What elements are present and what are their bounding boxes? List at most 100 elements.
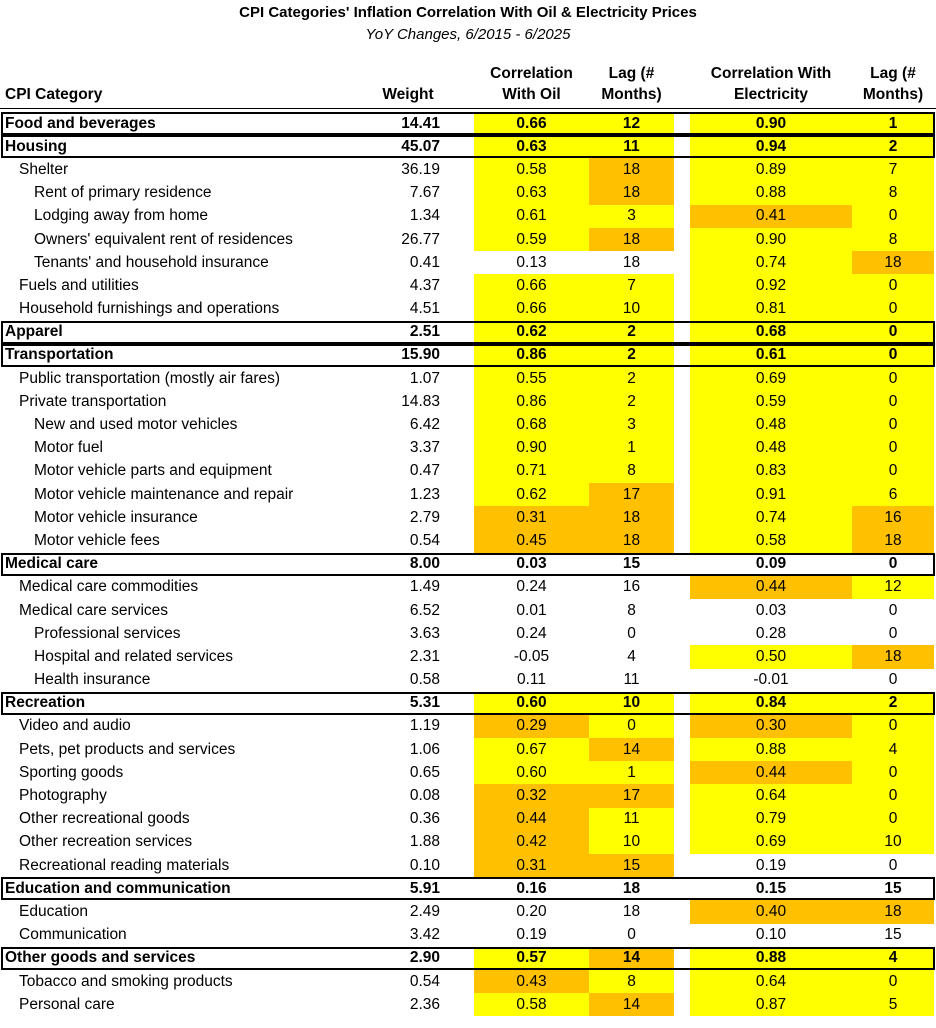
corr-oil-cell: 0.62	[474, 320, 589, 344]
lag-oil-cell: 3	[589, 204, 674, 228]
table-row: Motor vehicle fees 0.54 0.45 18 0.58 18	[0, 529, 936, 553]
category-cell: Motor vehicle maintenance and repair	[34, 485, 294, 503]
weight-cell: 15.90	[401, 346, 440, 364]
header-corr-oil-line2: With Oil	[502, 86, 561, 103]
lag-oil-cell: 18	[589, 158, 674, 182]
category-cell: Other recreation services	[19, 833, 193, 851]
lag-oil-cell: 10	[589, 830, 674, 854]
weight-cell: 0.10	[409, 856, 440, 874]
corr-elec-cell: 0.03	[755, 601, 787, 619]
weight-cell: 1.23	[409, 485, 440, 503]
corr-elec-cell: 0.88	[690, 946, 852, 970]
weight-cell: 0.65	[409, 763, 440, 781]
lag-oil-cell: 18	[622, 902, 641, 920]
category-cell: Recreation	[5, 694, 86, 712]
lag-oil-cell: 2	[589, 320, 674, 344]
lag-oil-cell: 12	[589, 112, 674, 136]
weight-cell: 0.54	[409, 531, 440, 549]
corr-oil-cell: 0.16	[516, 879, 547, 897]
corr-oil-cell: 0.32	[474, 784, 589, 808]
corr-oil-cell: 0.62	[474, 483, 589, 507]
lag-oil-cell: 11	[623, 671, 640, 689]
weight-cell: 6.42	[409, 416, 440, 434]
lag-elec-cell: 0	[888, 671, 898, 689]
corr-elec-cell: 0.79	[690, 807, 852, 831]
lag-elec-cell: 4	[852, 738, 934, 762]
lag-oil-cell: 18	[589, 181, 674, 205]
corr-elec-cell: 0.59	[690, 390, 852, 414]
lag-elec-cell: 0	[888, 856, 898, 874]
header-divider	[0, 108, 936, 109]
table-row: Lodging away from home 1.34 0.61 3 0.41 0	[0, 204, 936, 228]
corr-oil-cell: 0.20	[516, 902, 547, 920]
table-row: Other goods and services 2.90 0.57 14 0.88 4	[0, 946, 936, 971]
lag-elec-cell: 0	[852, 390, 934, 414]
header-corr-elec-line1: Correlation With	[710, 65, 832, 82]
lag-elec-cell: 0	[852, 343, 934, 368]
lag-oil-cell: 18	[622, 253, 641, 271]
weight-cell: 3.37	[409, 439, 440, 457]
weight-cell: 5.91	[409, 879, 440, 897]
table-row: Health insurance 0.58 0.11 11 -0.01 0	[0, 669, 936, 692]
table-row: Household furnishings and operations 4.51…	[0, 297, 936, 321]
corr-elec-cell: 0.84	[690, 691, 852, 715]
weight-cell: 0.47	[409, 462, 440, 480]
weight-cell: 1.88	[409, 833, 440, 851]
corr-oil-cell: 0.66	[474, 297, 589, 321]
weight-cell: 2.36	[409, 995, 440, 1013]
corr-elec-cell: 0.44	[690, 761, 852, 785]
lag-elec-cell: 8	[852, 181, 934, 205]
table-row: Shelter 36.19 0.58 18 0.89 7	[0, 158, 936, 182]
corr-oil-cell: 0.63	[474, 135, 589, 159]
corr-elec-cell: 0.64	[690, 969, 852, 994]
corr-elec-cell: 0.58	[690, 529, 852, 553]
weight-cell: 2.51	[409, 323, 440, 341]
table-row: Tenants' and household insurance 0.41 0.13…	[0, 251, 936, 275]
category-cell: Communication	[19, 926, 127, 944]
table-row: Motor vehicle insurance 2.79 0.31 18 0.74 16	[0, 506, 936, 530]
table-row: Communication 3.42 0.19 0 0.10 15	[0, 924, 936, 947]
lag-oil-cell: 8	[589, 969, 674, 994]
corr-elec-cell: 0.19	[755, 856, 787, 874]
lag-elec-cell: 0	[852, 807, 934, 831]
category-cell: Motor fuel	[34, 439, 103, 457]
corr-oil-cell: 0.29	[474, 714, 589, 739]
category-cell: Sporting goods	[19, 763, 124, 781]
lag-oil-cell: 0	[589, 714, 674, 739]
table-row: Food and beverages 14.41 0.66 12 0.90 1	[0, 112, 936, 136]
corr-elec-cell: 0.09	[755, 555, 787, 573]
lag-oil-cell: 14	[589, 946, 674, 970]
corr-oil-cell: 0.60	[474, 761, 589, 785]
lag-elec-cell: 0	[852, 714, 934, 739]
weight-cell: 0.08	[409, 787, 440, 805]
table-row: Personal care 2.36 0.58 14 0.87 5	[0, 993, 936, 1017]
category-cell: Medical care services	[19, 601, 169, 619]
header-lag-elec-line1: Lag (#	[870, 65, 916, 82]
corr-elec-cell: 0.87	[690, 993, 852, 1017]
corr-elec-cell: 0.50	[690, 645, 852, 669]
lag-elec-cell: 0	[852, 320, 934, 344]
table-row: New and used motor vehicles 6.42 0.68 3 0.48…	[0, 413, 936, 437]
lag-elec-cell: 12	[852, 575, 934, 599]
chart-title: CPI Categories' Inflation Correlation Wi…	[239, 4, 697, 21]
lag-oil-cell: 8	[627, 601, 636, 619]
table-row: Private transportation 14.83 0.86 2 0.59 0	[0, 390, 936, 414]
lag-oil-cell: 10	[589, 691, 674, 715]
lag-elec-cell: 0	[852, 413, 934, 437]
corr-oil-cell: 0.03	[516, 555, 547, 573]
corr-elec-cell: 0.48	[690, 413, 852, 437]
table-row: Medical care 8.00 0.03 15 0.09 0	[0, 552, 936, 576]
lag-oil-cell: 4	[627, 647, 636, 665]
table-row: Fuels and utilities 4.37 0.66 7 0.92 0	[0, 274, 936, 298]
weight-cell: 1.06	[409, 740, 440, 758]
lag-oil-cell: 16	[622, 578, 641, 596]
corr-elec-cell: 0.94	[690, 135, 852, 159]
corr-oil-cell: 0.43	[474, 969, 589, 994]
corr-elec-cell: 0.89	[690, 158, 852, 182]
corr-oil-cell: 0.58	[474, 993, 589, 1017]
lag-elec-cell: 4	[852, 946, 934, 970]
weight-cell: 6.52	[409, 601, 440, 619]
header-corr-elec: Correlation With Electricity	[690, 63, 852, 105]
corr-elec-cell: 0.91	[690, 483, 852, 507]
weight-cell: 1.49	[409, 578, 440, 596]
